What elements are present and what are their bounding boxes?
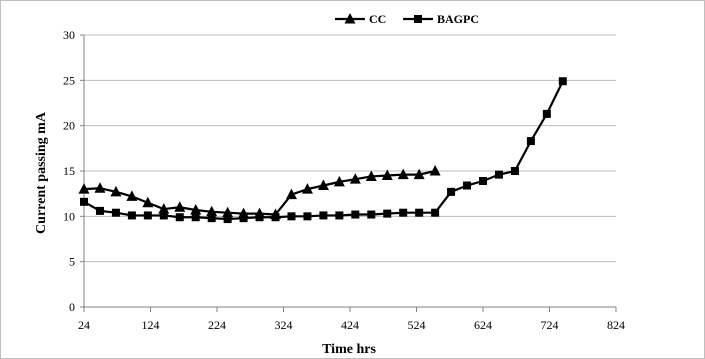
- data-point-cc: [94, 182, 106, 193]
- data-point-bagpc: [319, 211, 328, 220]
- y-tick-label: 15: [63, 164, 75, 178]
- data-point-bagpc: [159, 211, 168, 220]
- data-point-cc: [174, 201, 186, 212]
- data-point-bagpc: [415, 208, 424, 217]
- x-tick-label: 224: [208, 318, 226, 332]
- x-tick-label: 124: [142, 318, 160, 332]
- data-point-bagpc: [255, 213, 264, 222]
- data-point-bagpc: [80, 197, 88, 206]
- data-point-bagpc: [479, 176, 487, 185]
- data-point-cc: [78, 183, 90, 194]
- legend-item-bagpc: BAGPC: [403, 12, 479, 26]
- data-point-bagpc: [558, 77, 567, 86]
- x-tick-label: 524: [408, 318, 426, 332]
- data-point-cc: [158, 203, 170, 214]
- data-point-cc: [333, 175, 345, 187]
- legend-label-bagpc: BAGPC: [437, 12, 479, 26]
- y-tick-label: 5: [69, 255, 75, 269]
- y-axis-label: Current passing mA: [34, 111, 49, 234]
- data-point-bagpc: [239, 214, 248, 223]
- grid-lines: [84, 34, 616, 263]
- legend-label-cc: CC: [369, 12, 386, 26]
- data-point-bagpc: [367, 210, 376, 219]
- y-tick-label: 10: [63, 209, 75, 223]
- data-point-bagpc: [351, 210, 360, 219]
- data-point-bagpc: [191, 213, 200, 222]
- data-point-cc: [381, 169, 393, 181]
- x-tick-label: 424: [341, 318, 359, 332]
- data-point-bagpc: [542, 109, 551, 118]
- data-point-cc: [142, 196, 154, 208]
- y-tick-label: 30: [63, 28, 75, 42]
- data-point-cc: [349, 173, 361, 184]
- legend: CC BAGPC: [335, 12, 479, 26]
- data-point-cc: [222, 206, 234, 218]
- data-point-cc: [317, 179, 329, 191]
- x-tick-label: 724: [541, 318, 559, 332]
- x-tick-label: 624: [474, 318, 492, 332]
- data-point-bagpc: [271, 213, 280, 222]
- data-point-bagpc: [463, 181, 472, 190]
- y-tick-label: 0: [69, 300, 75, 314]
- data-point-bagpc: [175, 213, 184, 222]
- y-tick-label: 25: [63, 73, 75, 87]
- data-point-cc: [285, 188, 297, 200]
- data-point-bagpc: [447, 187, 456, 196]
- data-point-bagpc: [431, 208, 440, 217]
- data-point-bagpc: [207, 214, 216, 223]
- data-point-cc: [397, 168, 409, 180]
- data-point-cc: [190, 203, 202, 215]
- data-point-bagpc: [95, 206, 104, 215]
- data-point-bagpc: [223, 215, 232, 224]
- data-point-bagpc: [111, 208, 120, 217]
- data-point-bagpc: [287, 212, 296, 221]
- data-point-bagpc: [510, 167, 519, 175]
- data-point-cc: [301, 183, 313, 194]
- data-point-bagpc: [335, 211, 344, 220]
- legend-marker-bagpc: [414, 15, 422, 23]
- series-bagpc: [80, 77, 567, 224]
- x-tick-label: 24: [78, 318, 90, 332]
- data-point-bagpc: [494, 170, 503, 179]
- data-point-bagpc: [399, 208, 408, 217]
- data-point-cc: [413, 168, 425, 180]
- legend-item-cc: CC: [335, 12, 386, 26]
- legend-marker-cc: [344, 13, 356, 24]
- data-point-bagpc: [383, 209, 392, 218]
- data-point-bagpc: [143, 211, 152, 220]
- data-point-cc: [206, 205, 218, 217]
- y-axis-ticks: 0 5 10 15 20 25 30: [63, 28, 84, 314]
- data-point-bagpc: [303, 212, 312, 221]
- series-line-bagpc: [83, 80, 564, 221]
- x-axis-label: Time hrs: [322, 342, 376, 357]
- x-tick-label: 324: [275, 318, 293, 332]
- data-point-cc: [429, 165, 441, 176]
- x-axis-ticks: 24 124 224 324 424 524 624 724 824: [78, 307, 625, 332]
- data-point-cc: [365, 170, 377, 181]
- data-point-cc: [110, 185, 122, 197]
- data-point-cc: [126, 190, 138, 201]
- series-layer: [78, 77, 567, 224]
- y-tick-label: 20: [63, 119, 75, 133]
- data-point-bagpc: [526, 137, 535, 146]
- data-point-bagpc: [127, 211, 136, 220]
- x-tick-label: 824: [607, 318, 625, 332]
